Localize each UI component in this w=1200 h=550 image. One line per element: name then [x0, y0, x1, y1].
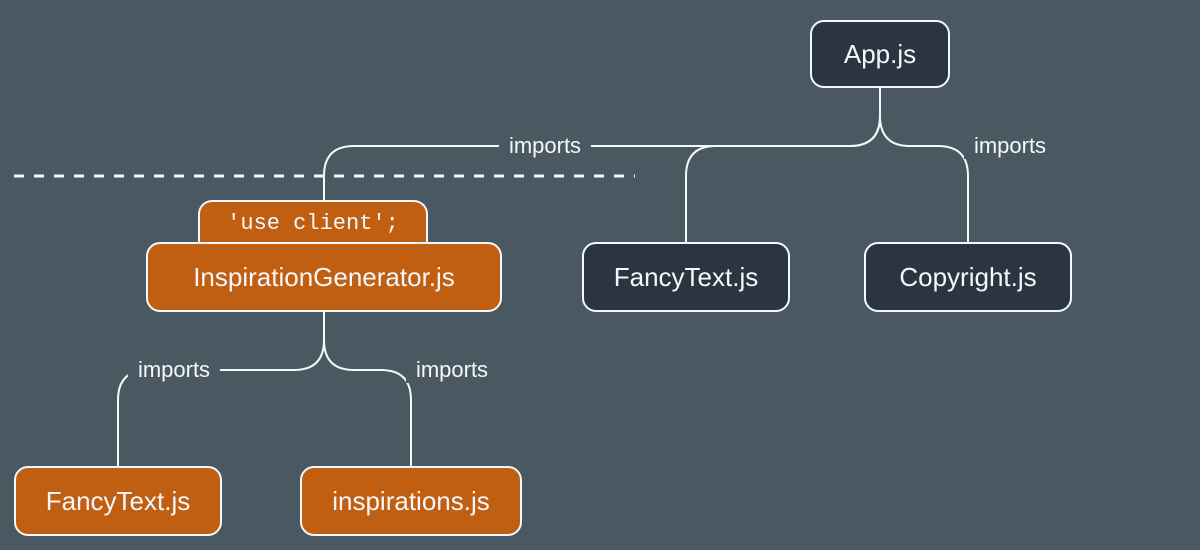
- edge-insp_gen-to-inspirations: [324, 312, 411, 466]
- node-copyright-js: Copyright.js: [864, 242, 1072, 312]
- node-label: Copyright.js: [899, 262, 1036, 293]
- use-client-directive: 'use client';: [198, 200, 428, 244]
- edge-insp_gen-to-fancy2: [118, 312, 324, 466]
- edge-label-imports: imports: [128, 357, 220, 383]
- edge-label-imports: imports: [406, 357, 498, 383]
- node-label: InspirationGenerator.js: [193, 262, 455, 293]
- node-fancy-text-js-client: FancyText.js: [14, 466, 222, 536]
- node-label: FancyText.js: [614, 262, 759, 293]
- node-label: App.js: [844, 39, 916, 70]
- node-label: FancyText.js: [46, 486, 191, 517]
- node-inspirations-js: inspirations.js: [300, 466, 522, 536]
- edge-label-imports: imports: [499, 133, 591, 159]
- module-dependency-tree: 'use client'; App.js InspirationGenerato…: [0, 0, 1200, 550]
- edge-app-to-copyright: [880, 88, 968, 242]
- node-label: inspirations.js: [332, 486, 490, 517]
- node-fancy-text-js-server: FancyText.js: [582, 242, 790, 312]
- edge-app-to-insp_gen: [324, 88, 880, 200]
- directive-label: 'use client';: [227, 211, 399, 236]
- node-inspiration-generator-js: InspirationGenerator.js: [146, 242, 502, 312]
- node-app-js: App.js: [810, 20, 950, 88]
- edge-label-imports: imports: [964, 133, 1056, 159]
- edge-app-to-fancy1: [686, 88, 880, 242]
